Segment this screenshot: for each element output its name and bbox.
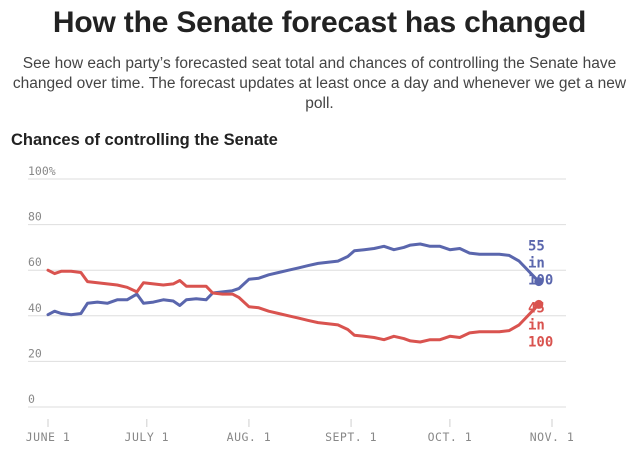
y-tick-label: 100%: [28, 164, 56, 178]
y-tick-label: 20: [28, 346, 42, 360]
x-tick-label: JUNE 1: [26, 430, 71, 444]
series-end-label: in: [528, 317, 545, 333]
chart-grid: [28, 178, 566, 427]
series-end-label: 45: [528, 300, 545, 316]
x-tick-label: NOV. 1: [530, 430, 575, 444]
y-axis-ticks: 0 20 40 60 80 100%: [28, 164, 56, 406]
series-end-label: 55: [528, 239, 545, 255]
chart-series: [46, 242, 544, 344]
series-end-point: [534, 299, 544, 309]
y-tick-label: 40: [28, 301, 42, 315]
page-subtitle: See how each party’s forecasted seat tot…: [12, 55, 627, 112]
series-line: [46, 268, 541, 344]
x-tick-label: AUG. 1: [227, 430, 272, 444]
chart-title: Chances of controlling the Senate: [11, 131, 278, 149]
series-line: [46, 242, 541, 317]
x-tick-label: OCT. 1: [428, 430, 473, 444]
series-end-label: in: [528, 256, 545, 272]
series-end-label: 100: [528, 334, 553, 350]
series-end-label: 100: [528, 273, 553, 289]
x-axis-ticks: JUNE 1 JULY 1 AUG. 1 SEPT. 1 OCT. 1 NOV. 1: [26, 430, 575, 444]
page-title: How the Senate forecast has changed: [52, 6, 587, 39]
x-tick-label: SEPT. 1: [325, 430, 377, 444]
y-tick-label: 0: [28, 392, 35, 406]
x-tick-label: JULY 1: [125, 430, 170, 444]
y-tick-label: 80: [28, 210, 42, 224]
series-end-point: [534, 277, 544, 287]
y-tick-label: 60: [28, 255, 42, 269]
